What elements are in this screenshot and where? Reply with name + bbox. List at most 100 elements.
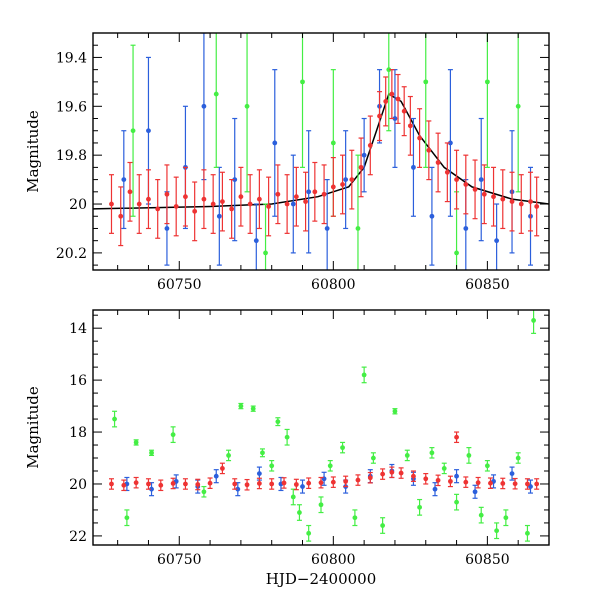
bottom-data-point [183, 481, 188, 487]
top-x-tick-label: 60800 [311, 277, 356, 293]
bottom-x-tick-label: 60850 [465, 552, 510, 568]
bottom-data-point [380, 471, 386, 477]
top-data-point [478, 177, 484, 182]
bottom-data-point [343, 478, 349, 484]
bottom-data-point [500, 481, 506, 486]
top-data-point [454, 250, 459, 256]
bottom-data-point [290, 494, 296, 500]
top-y-tick-label: 19.8 [56, 148, 87, 164]
top-data-point [389, 91, 395, 97]
top-data-point [272, 140, 278, 146]
top-axes-frame [92, 32, 550, 271]
top-data-point [358, 164, 364, 170]
top-data-point [247, 201, 253, 207]
top-data-point [183, 194, 188, 200]
top-data-point [290, 201, 296, 207]
bottom-data-point [281, 480, 287, 486]
bottom-data-point [327, 463, 333, 469]
bottom-data-point [340, 445, 345, 451]
top-data-point [355, 226, 361, 231]
bottom-data-point [109, 481, 114, 487]
bottom-data-point [392, 408, 398, 414]
bottom-data-point [318, 480, 324, 486]
bottom-data-point [367, 475, 373, 481]
bottom-data-point [269, 481, 275, 487]
bottom-data-point [534, 481, 540, 487]
bottom-data-point [207, 480, 213, 486]
top-data-point [423, 79, 429, 85]
bottom-data-point [149, 486, 154, 492]
top-data-point [275, 191, 281, 197]
bottom-data-point [411, 473, 416, 479]
top-data-point [407, 123, 413, 129]
top-data-point [109, 201, 114, 207]
bottom-data-point [238, 403, 244, 409]
top-data-point [515, 103, 521, 109]
bottom-data-point [503, 515, 509, 521]
bottom-data-point [133, 480, 139, 486]
top-data-point [293, 194, 299, 200]
top-data-point [330, 140, 336, 146]
top-data-point [491, 194, 496, 200]
top-plot-area [93, 33, 549, 270]
top-data-point [528, 199, 533, 204]
bottom-data-point [525, 530, 530, 536]
bottom-data-point [170, 432, 176, 438]
bottom-data-point [300, 484, 305, 489]
bottom-data-point [454, 499, 459, 505]
top-data-point [463, 226, 469, 231]
top-data-point [146, 196, 151, 202]
top-data-point [306, 189, 312, 195]
bottom-data-point [494, 528, 500, 534]
top-data-point [444, 169, 450, 175]
top-data-point [401, 108, 407, 114]
bottom-data-point [380, 523, 386, 528]
bottom-data-point [531, 317, 536, 323]
top-data-point [518, 201, 524, 207]
bottom-data-point [149, 450, 154, 456]
bottom-data-point [226, 453, 231, 458]
bottom-data-point [509, 471, 515, 476]
bottom-data-point [429, 450, 435, 456]
bottom-data-point [133, 440, 139, 445]
bottom-series-1 [112, 310, 537, 542]
top-data-point [232, 177, 238, 182]
bottom-data-point [370, 455, 376, 461]
top-data-point [312, 189, 318, 195]
bottom-data-point [466, 453, 472, 458]
bottom-data-point [284, 434, 290, 440]
top-data-point [118, 213, 124, 219]
top-data-point [435, 160, 441, 165]
bottom-data-point [158, 482, 164, 488]
bottom-data-point [250, 406, 256, 412]
bottom-data-point [293, 482, 299, 487]
bottom-y-tick-label: 18 [69, 425, 87, 441]
top-y-tick-label: 20.2 [56, 246, 87, 262]
top-data-point [220, 199, 225, 204]
top-data-point [263, 250, 268, 256]
bottom-data-point [398, 470, 404, 476]
top-data-point [136, 201, 142, 207]
top-series-0 [121, 33, 534, 270]
bottom-data-point [330, 479, 336, 485]
bottom-data-point [404, 453, 410, 458]
top-data-point [429, 213, 435, 219]
bottom-data-point [201, 489, 207, 495]
top-data-point [324, 226, 330, 231]
top-data-point [361, 152, 367, 158]
bottom-data-point [318, 502, 324, 508]
top-data-point [395, 96, 401, 102]
bottom-data-point [275, 419, 281, 425]
top-series-1 [130, 33, 521, 270]
top-data-point [121, 177, 127, 182]
top-data-point [472, 186, 478, 192]
bottom-data-point [306, 480, 312, 486]
top-data-point [244, 103, 250, 109]
top-data-point [340, 182, 345, 187]
bottom-data-point [244, 482, 250, 488]
top-data-point [484, 79, 490, 85]
top-data-point [367, 142, 373, 148]
bottom-plot-area [108, 310, 540, 542]
